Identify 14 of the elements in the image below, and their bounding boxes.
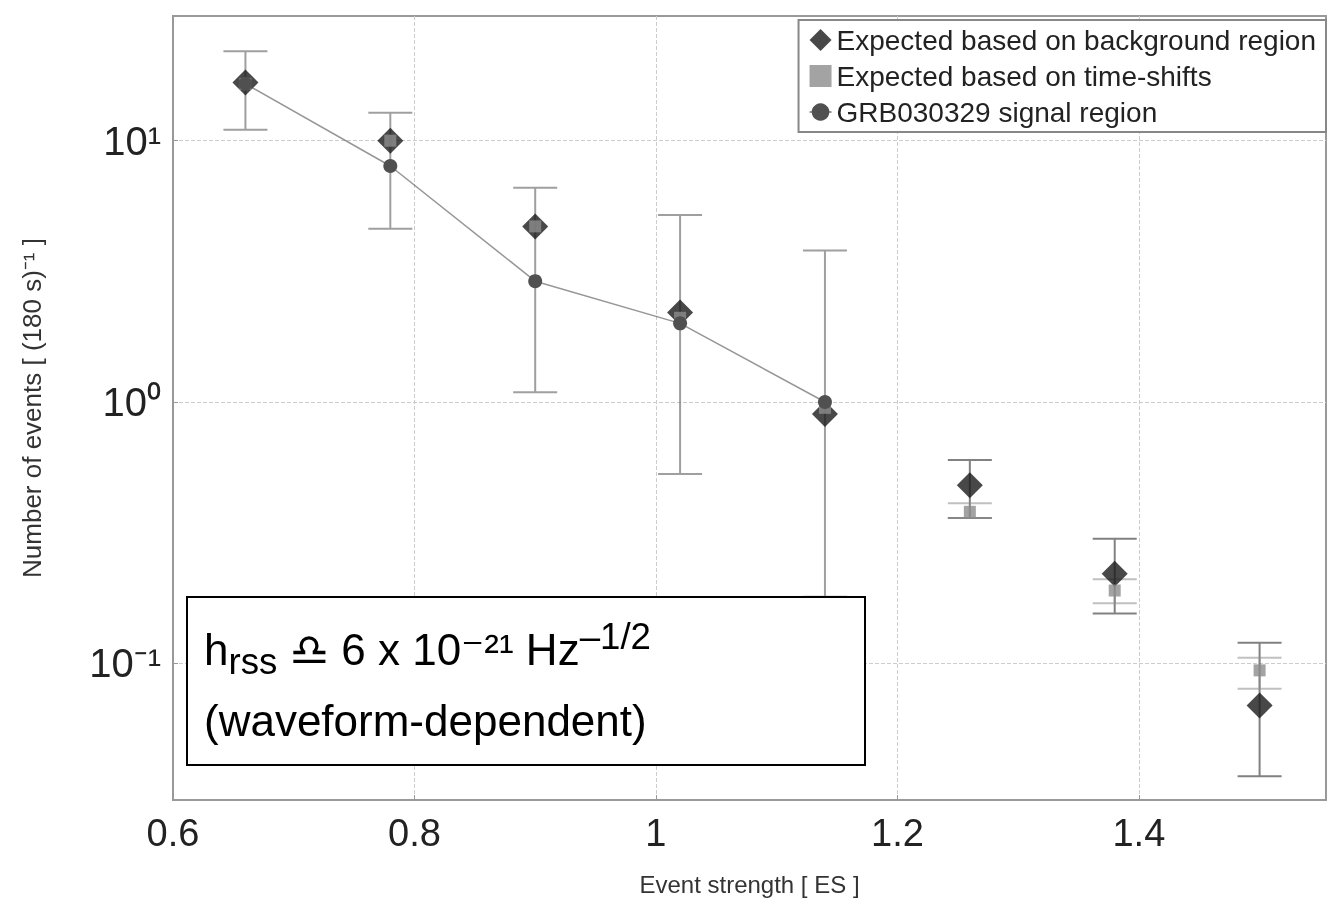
legend-label: GRB030329 signal region: [836, 96, 1158, 128]
x-axis-title: Event strength [ ES ]: [639, 870, 860, 898]
legend-label: Expected based on background region: [836, 24, 1317, 56]
text-box: h$_{rss}$ ♎ 6 x 10⁻²¹ Hz$^{–1/2}$ (waveform-dependent): [186, 596, 866, 767]
x-tick-label: 1.4: [1112, 812, 1166, 854]
y-tick-label: 10⁰: [102, 380, 161, 425]
y-tick-label: 10¹: [103, 118, 161, 163]
x-tick-label: 0.8: [388, 812, 441, 854]
y-axis-title: Number of events [ (180 s)⁻¹ ]: [17, 238, 47, 578]
x-tick-label: 1.2: [870, 812, 924, 854]
legend-label: Expected based on time-shifts: [836, 60, 1212, 92]
x-tick-label: 0.6: [146, 812, 200, 854]
y-tick-label: 10⁻¹: [89, 641, 161, 686]
x-tick-label: 1: [645, 812, 667, 854]
